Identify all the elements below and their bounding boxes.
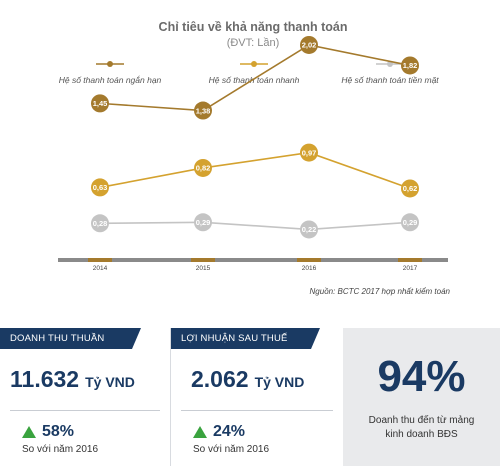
profit-note: So với năm 2016 — [193, 444, 270, 455]
data-label: 0,28 — [93, 219, 108, 228]
data-label: 1,38 — [196, 106, 211, 115]
revenue-panel: DOANH THU THUẦN 11.632 Tỷ VND 58% So với … — [0, 328, 170, 466]
series-line-he-so-thanh-toan-nhanh — [99, 151, 411, 190]
data-point-he-so-thanh-toan-ngan-han-2016: 2,02 — [300, 35, 318, 54]
data-label: 0,97 — [302, 148, 317, 157]
x-axis-accent-2017 — [398, 258, 422, 262]
data-point-he-so-thanh-toan-nhanh-2014: 0,63 — [91, 178, 109, 197]
key-metrics: DOANH THU THUẦN 11.632 Tỷ VND 58% So với … — [0, 328, 500, 466]
share-note-line1: Doanh thu đến từ mảng — [368, 415, 475, 426]
up-triangle-icon — [193, 426, 207, 438]
profit-header: LỢI NHUẬN SAU THUẾ — [171, 328, 320, 349]
data-point-he-so-thanh-toan-tien-mat-2016: 0,22 — [300, 220, 318, 239]
revenue-note: So với năm 2016 — [22, 444, 99, 455]
data-label: 1,82 — [403, 61, 418, 70]
point-marker — [91, 178, 109, 197]
data-label: 0,29 — [196, 218, 211, 227]
legend-marker-he-so-thanh-toan-ngan-han — [107, 61, 113, 67]
profit-value: 2.062 Tỷ VND — [191, 366, 304, 393]
x-axis-accent-2016 — [297, 258, 321, 262]
legend-label-he-so-thanh-toan-nhanh: Hệ số thanh toán nhanh — [209, 75, 300, 85]
point-marker — [300, 220, 318, 239]
revenue-label: DOANH THU THUẦN — [10, 333, 105, 344]
series-line-he-so-thanh-toan-tien-mat — [99, 221, 411, 231]
data-point-he-so-thanh-toan-tien-mat-2017: 0,29 — [401, 213, 419, 232]
share-panel: 94% Doanh thu đến từ mảng kinh doanh BĐS — [343, 328, 500, 466]
data-point-he-so-thanh-toan-nhanh-2017: 0,62 — [401, 179, 419, 198]
x-axis-bar — [58, 258, 448, 262]
legend-label-he-so-thanh-toan-tien-mat: Hệ số thanh toán tiền mặt — [341, 75, 439, 85]
data-point-he-so-thanh-toan-ngan-han-2015: 1,38 — [194, 101, 212, 120]
liquidity-chart: Chỉ tiêu về khả năng thanh toán (ĐVT: Lầ… — [58, 20, 451, 296]
data-label: 0,29 — [403, 218, 418, 227]
panel-separator — [170, 328, 171, 466]
revenue-header: DOANH THU THUẦN — [0, 328, 141, 349]
point-marker — [401, 179, 419, 198]
data-label: 1,45 — [93, 99, 108, 108]
up-triangle-icon — [22, 426, 36, 438]
data-label: 0,22 — [302, 225, 317, 234]
legend-label-he-so-thanh-toan-ngan-han: Hệ số thanh toán ngắn hạn — [59, 75, 162, 85]
data-label: 0,82 — [196, 164, 211, 173]
legend-marker-he-so-thanh-toan-nhanh — [251, 61, 257, 67]
share-note-line2: kinh doanh BĐS — [385, 429, 458, 440]
point-marker — [194, 101, 212, 120]
share-note: Doanh thu đến từ mảng kinh doanh BĐS — [343, 414, 500, 442]
point-marker — [300, 143, 318, 162]
profit-label: LỢI NHUẬN SAU THUẾ — [181, 333, 288, 344]
revenue-unit: Tỷ VND — [85, 374, 135, 390]
point-marker — [194, 213, 212, 232]
x-axis-accent-2014 — [88, 258, 112, 262]
data-label: 2,02 — [302, 41, 317, 50]
x-tick-label-2016: 2016 — [302, 265, 317, 272]
series-lines — [99, 44, 411, 231]
revenue-value: 11.632 Tỷ VND — [10, 366, 135, 393]
data-point-he-so-thanh-toan-tien-mat-2014: 0,28 — [91, 214, 109, 233]
chart-title: Chỉ tiêu về khả năng thanh toán — [159, 20, 348, 34]
revenue-divider — [10, 410, 160, 411]
profit-panel: LỢI NHUẬN SAU THUẾ 2.062 Tỷ VND 24% So vớ… — [171, 328, 343, 466]
revenue-amount: 11.632 — [10, 366, 80, 392]
data-point-he-so-thanh-toan-nhanh-2015: 0,82 — [194, 158, 212, 177]
revenue-growth-value: 58% — [42, 423, 75, 440]
data-point-he-so-thanh-toan-ngan-han-2014: 1,45 — [91, 94, 109, 113]
profit-divider — [181, 410, 333, 411]
x-axis: 2014 2015 2016 2017 — [58, 258, 448, 272]
revenue-growth: 58% — [22, 423, 74, 441]
data-point-he-so-thanh-toan-ngan-han-2017: 1,82 — [401, 56, 419, 75]
x-tick-label-2017: 2017 — [403, 265, 418, 272]
data-label: 0,62 — [403, 184, 418, 193]
share-percentage: 94% — [377, 352, 466, 401]
x-axis-accent-2015 — [191, 258, 215, 262]
chart-source: Nguồn: BCTC 2017 hợp nhất kiểm toán — [310, 287, 451, 296]
data-point-he-so-thanh-toan-nhanh-2016: 0,97 — [300, 143, 318, 162]
data-label: 0,63 — [93, 183, 108, 192]
point-marker — [91, 214, 109, 233]
chart-subtitle: (ĐVT: Lần) — [227, 37, 280, 49]
profit-growth: 24% — [193, 423, 245, 441]
x-tick-label-2015: 2015 — [196, 265, 211, 272]
point-marker — [401, 213, 419, 232]
series-points: 0,28 0,29 0,22 0,29 0,63 0,82 0,97 0,62 1,45 1,38… — [91, 35, 419, 239]
point-marker — [300, 35, 318, 54]
chart-legend: Hệ số thanh toán ngắn hạn Hệ số thanh toá… — [59, 61, 439, 85]
x-tick-label-2014: 2014 — [93, 265, 108, 272]
data-point-he-so-thanh-toan-tien-mat-2015: 0,29 — [194, 213, 212, 232]
point-marker — [194, 158, 212, 177]
series-line-he-so-thanh-toan-ngan-han — [99, 44, 411, 112]
profit-unit: Tỷ VND — [254, 374, 305, 390]
profit-growth-value: 24% — [213, 423, 246, 440]
point-marker — [91, 94, 109, 113]
point-marker — [401, 56, 419, 75]
profit-amount: 2.062 — [191, 366, 249, 392]
